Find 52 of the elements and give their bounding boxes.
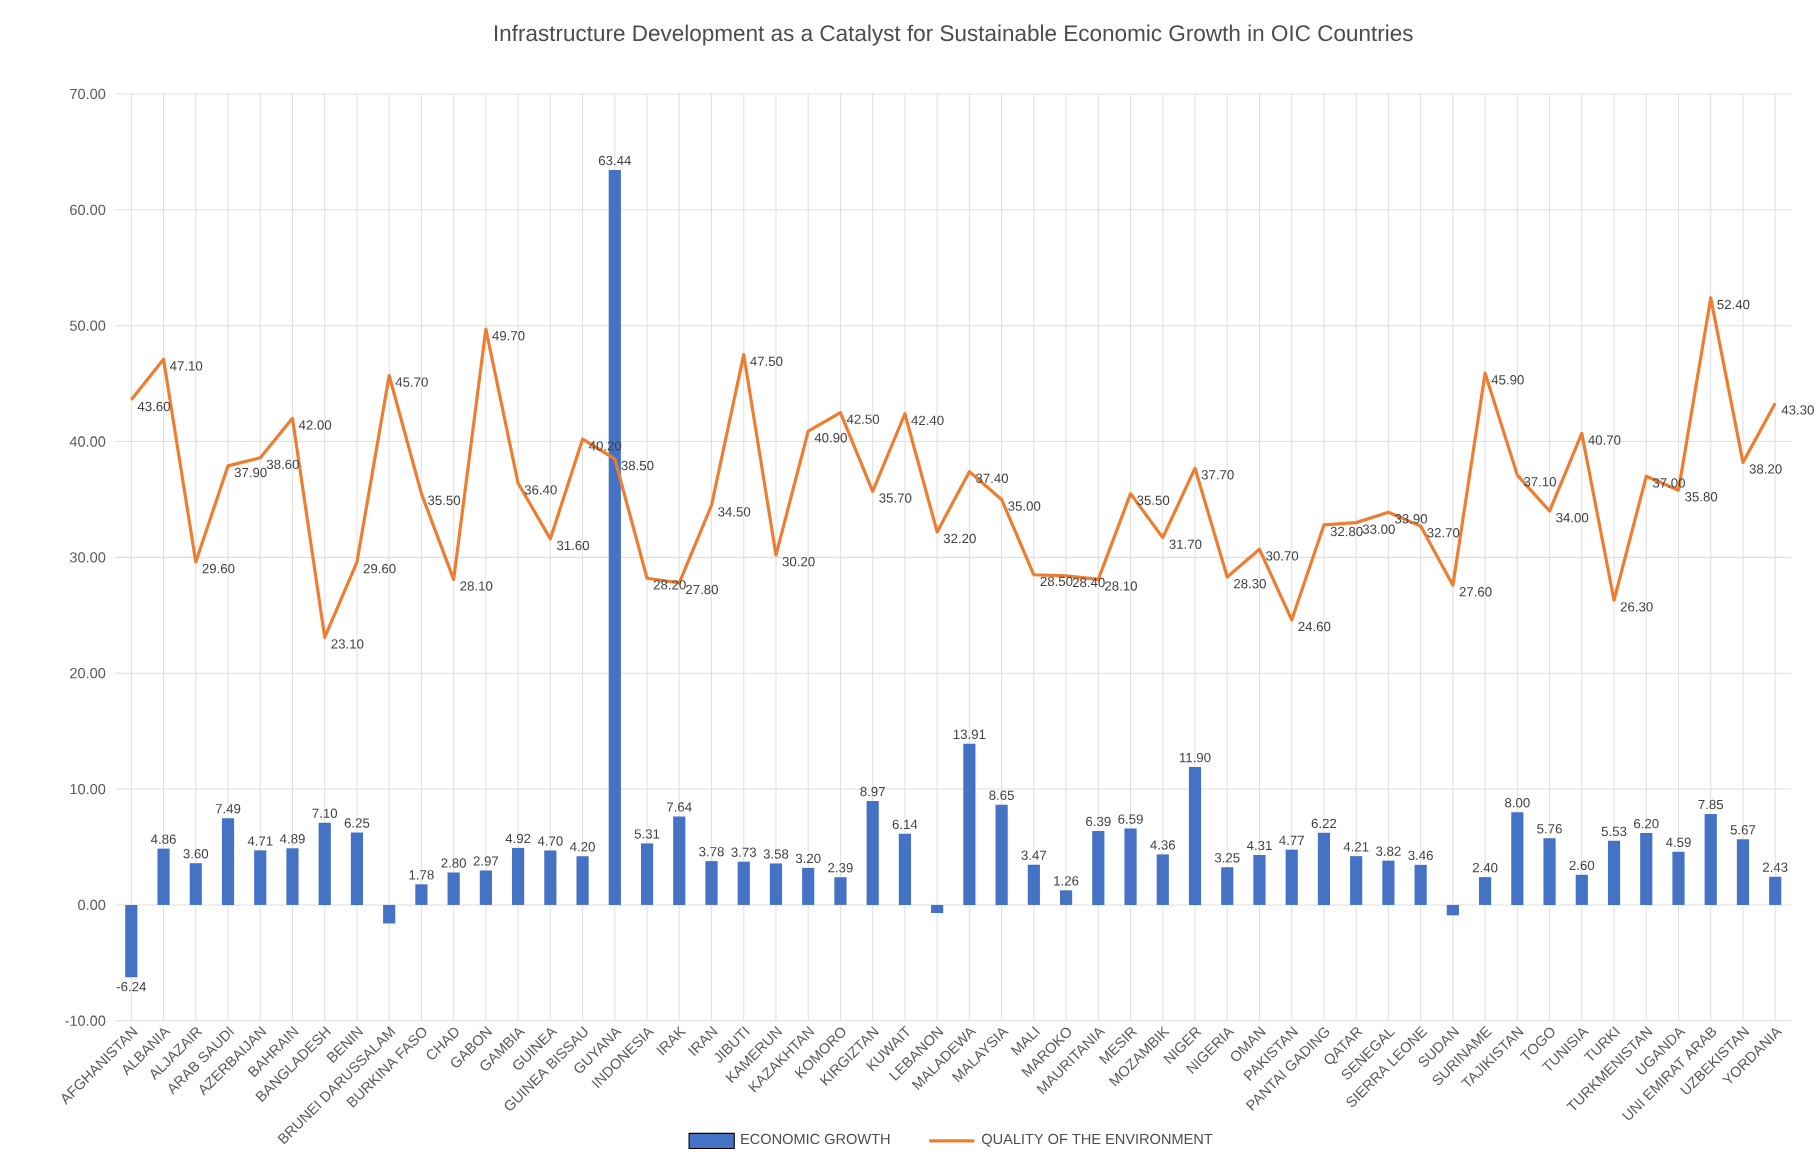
bar [254,850,267,905]
bar [1124,828,1137,905]
bar [1156,854,1169,905]
bar [1188,766,1202,905]
bar [221,817,235,905]
bar [995,804,1008,905]
bar [1704,813,1717,905]
bar [834,876,847,905]
bar [898,833,911,905]
bar [286,847,299,905]
bar [931,904,944,913]
bar [189,862,202,905]
bar [1736,838,1750,905]
bar [1221,866,1234,905]
bar [1350,855,1363,905]
bar [1575,874,1588,905]
bar [1414,864,1427,905]
bar [769,863,783,905]
bar [802,867,815,905]
bar [1511,811,1524,905]
bar [866,800,879,905]
bar [125,904,138,977]
bar [1640,832,1653,905]
bar [1382,860,1395,905]
bar [1092,830,1105,905]
bar [415,884,428,905]
bar [318,822,331,905]
bar [1479,876,1492,905]
bar [1446,904,1459,916]
bar [157,848,170,905]
bar [512,847,525,905]
bar [737,861,750,905]
bar [1607,840,1621,905]
bar [544,850,557,905]
bar [1317,832,1331,905]
bar [963,743,976,905]
bar [705,860,718,905]
bar [1672,851,1685,905]
bar [383,904,396,924]
bar [1253,854,1266,905]
bar [1059,890,1073,905]
bar [1769,876,1782,905]
bar [479,870,492,905]
bar [640,843,654,905]
chart-title: Infrastructure Development as a Catalyst for Sustainable Economic Growth in OIC Countries [494,24,1413,46]
bar [1285,849,1298,905]
bar [350,832,364,905]
bar [1027,864,1040,905]
bar [1543,837,1556,905]
bar [447,872,460,905]
bar [576,855,589,905]
bar [673,816,686,905]
